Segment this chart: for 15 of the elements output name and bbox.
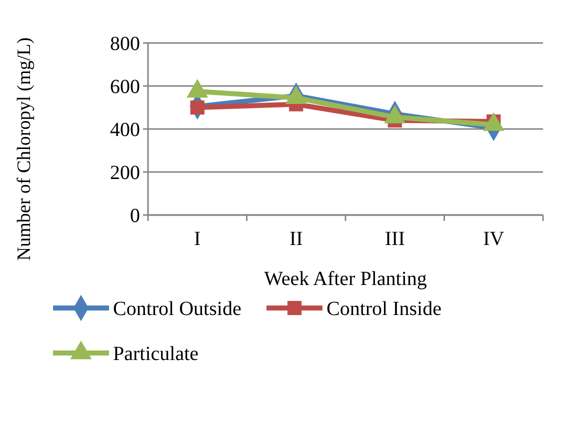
y-tick-label: 800 [110, 33, 140, 55]
legend-label: Control Inside [326, 298, 442, 320]
y-tick-label: 200 [110, 162, 140, 184]
legend-label: Control Outside [113, 298, 242, 320]
x-axis-title: Week After Planting [264, 268, 427, 290]
y-tick-label: 0 [130, 205, 140, 227]
legend-label: Particulate [113, 343, 199, 365]
y-tick-label: 600 [110, 76, 140, 98]
y-tick-label: 400 [110, 119, 140, 141]
point [190, 100, 204, 115]
y-axis-title: Number of Chloropyl (mg/L) [14, 37, 35, 261]
x-tick-label: IV [483, 228, 505, 250]
x-tick-label: III [384, 228, 405, 250]
x-tick-label: I [194, 228, 201, 250]
x-tick-label: II [289, 228, 303, 250]
